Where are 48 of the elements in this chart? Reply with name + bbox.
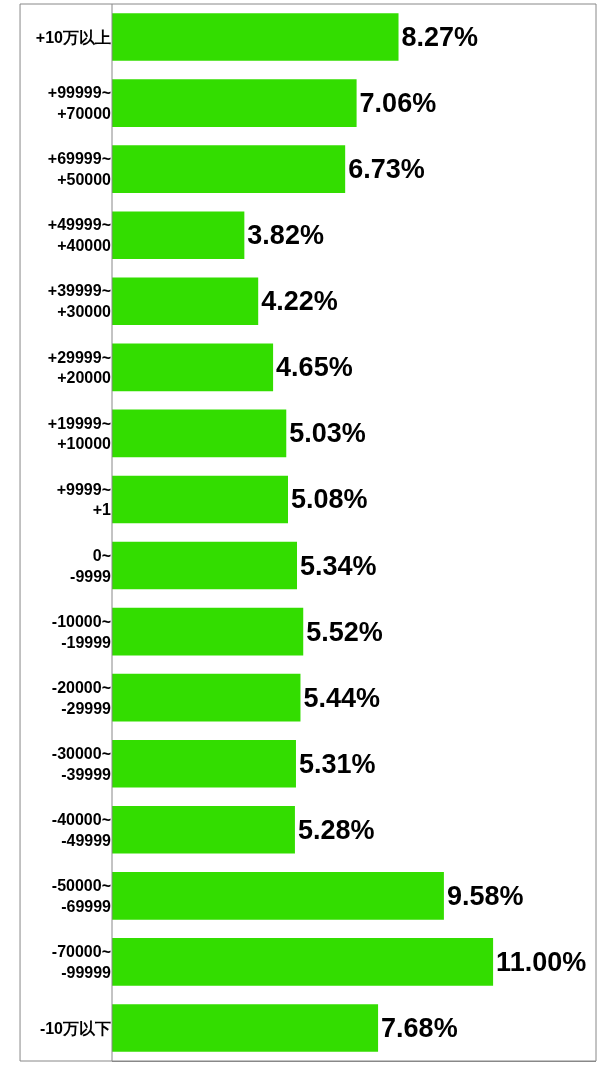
y-tick-label: -70000~ -99999 (51, 943, 112, 981)
bar (112, 277, 259, 326)
y-tick-label: +69999~ +50000 (47, 150, 112, 189)
data-label: 8.27% (401, 22, 479, 53)
bar (112, 806, 295, 854)
data-label: 9.58% (446, 880, 524, 911)
y-tick-label: +99999~ +70000 (47, 84, 112, 123)
y-tick-label: -50000~ -69999 (51, 877, 112, 915)
y-tick-label: -20000~ -29999 (51, 678, 112, 717)
data-label: 7.68% (381, 1012, 458, 1043)
data-label: 5.34% (300, 550, 377, 581)
bar (112, 13, 399, 61)
bar (112, 145, 346, 193)
y-tick-label: -30000~ -39999 (51, 744, 112, 783)
bar (112, 211, 245, 259)
y-tick-label: -10000~ -19999 (51, 612, 112, 651)
data-label: 5.28% (297, 814, 375, 845)
bar (112, 343, 274, 392)
data-label: 5.31% (298, 748, 376, 779)
data-label: 7.06% (359, 88, 437, 119)
data-label: 5.08% (291, 484, 368, 515)
bar (112, 673, 301, 722)
y-tick-label: +39999~ +30000 (47, 282, 112, 321)
data-label: 5.52% (306, 616, 383, 647)
data-label: 11.00% (496, 946, 587, 977)
bar (112, 541, 298, 590)
bar (112, 1004, 379, 1052)
bar (112, 79, 357, 127)
bar (112, 475, 288, 524)
y-tick-label: +19999~ +10000 (47, 414, 112, 453)
bar (112, 938, 494, 986)
data-label: 3.82% (247, 220, 324, 251)
bar (112, 872, 444, 920)
y-tick-label: -10万以下 (39, 1019, 111, 1037)
y-tick-label: -40000~ -49999 (51, 810, 112, 849)
y-tick-label: +9999~ +1 (56, 480, 112, 519)
bar (112, 409, 287, 458)
y-tick-label: +10万以上 (35, 28, 111, 46)
y-tick-label: +29999~ +20000 (47, 348, 112, 387)
data-label: 5.03% (289, 418, 366, 449)
data-label: 4.65% (276, 352, 353, 383)
bar (112, 739, 296, 788)
y-tick-label: +49999~ +40000 (47, 216, 112, 255)
data-label: 6.73% (348, 154, 425, 185)
data-label: 5.44% (303, 682, 381, 713)
data-label: 4.22% (261, 286, 338, 317)
y-tick-label: 0~ -9999 (70, 546, 112, 585)
bar (112, 607, 304, 656)
